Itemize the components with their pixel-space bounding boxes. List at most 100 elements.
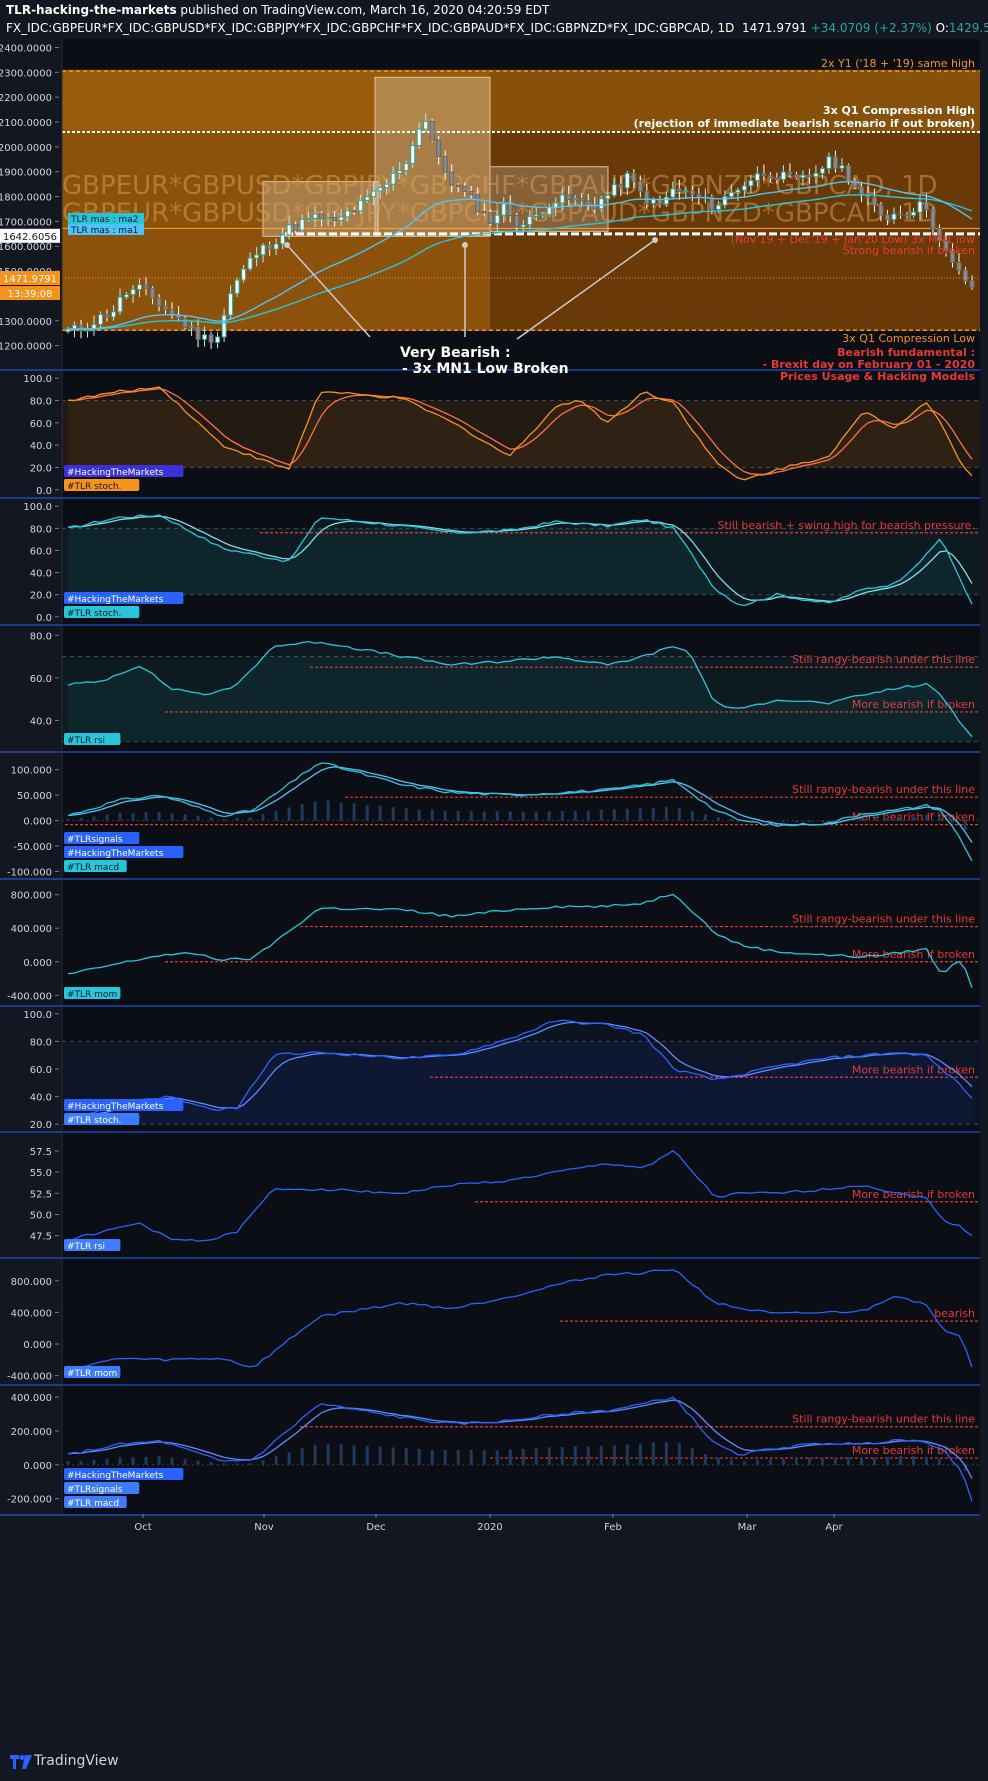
- histogram-macd1: [66, 800, 967, 831]
- histogram-bar: [287, 1452, 291, 1465]
- ytick-label-stoch1: 80.0: [30, 397, 52, 408]
- candle-body: [254, 254, 260, 259]
- histogram-bar: [573, 1446, 577, 1465]
- candle-body: [280, 234, 286, 245]
- ytick-label-stoch1: 60.0: [30, 419, 52, 430]
- publish-line: TLR-hacking-the-markets published on Tra…: [0, 3, 988, 21]
- candle-body: [611, 183, 617, 196]
- histogram-bar: [313, 801, 317, 821]
- tradingview-logo-icon[interactable]: [10, 1755, 32, 1769]
- candle-body: [728, 191, 734, 198]
- indicator-label-macd2: #TLRsignals: [67, 1485, 123, 1495]
- histogram-bar: [66, 1460, 70, 1465]
- candle-body: [390, 172, 396, 185]
- candle-body: [826, 156, 832, 170]
- tradingview-brand[interactable]: TradingView: [34, 1753, 119, 1769]
- ytick-label-stoch2: 40.0: [30, 569, 52, 580]
- pane-rsi1: 80.0 60.0 40.0: [0, 631, 980, 753]
- histogram-bar: [482, 811, 486, 821]
- candle-body: [312, 213, 318, 219]
- histogram-bar: [690, 811, 694, 821]
- candle-body: [631, 172, 637, 182]
- pane-stoch2: 100.0 80.0 60.0 40.0 20.0 0.0: [0, 502, 980, 626]
- candle-body: [403, 162, 409, 172]
- open-label: O:: [935, 21, 949, 35]
- candle-body: [332, 217, 338, 222]
- candle-body: [221, 314, 227, 338]
- histogram-bar: [235, 1463, 239, 1465]
- candle-body: [189, 325, 195, 328]
- candle-body: [91, 323, 97, 331]
- histogram-bar: [365, 1445, 369, 1465]
- countdown-box: [0, 286, 60, 301]
- note-text-stoch3: More bearish if broken: [852, 1063, 975, 1076]
- ytick-label-mom1: -400.000: [7, 991, 52, 1002]
- indicator-band: [62, 528, 980, 595]
- marker-price-label: 1642.6056: [3, 232, 57, 243]
- ytick-label-stoch1: 20.0: [30, 463, 52, 474]
- note-text-rsi2: More bearish if broken: [852, 1188, 975, 1201]
- ytick-label-stoch1: 40.0: [30, 441, 52, 452]
- indicator-label-box: [64, 832, 140, 844]
- symbol-text: FX_IDC:GBPEUR*FX_IDC:GBPUSD*FX_IDC:GBPJP…: [6, 21, 735, 35]
- candle-body: [195, 325, 201, 340]
- histogram-bar: [560, 810, 564, 821]
- candle-body: [910, 211, 916, 216]
- indicator-label-macd2: #HackingTheMarkets: [67, 1471, 164, 1481]
- marker-price-box: [0, 228, 60, 243]
- footer-bar: TradingView: [0, 1744, 988, 1781]
- note-text-mom2: bearish: [934, 1307, 975, 1320]
- candle-body: [286, 224, 292, 236]
- candle-body: [150, 287, 156, 299]
- candle-body: [455, 184, 461, 187]
- candle-body: [267, 244, 273, 250]
- candle-body: [878, 204, 884, 216]
- candle-body: [832, 156, 838, 169]
- candle-body: [917, 201, 923, 213]
- candle-body: [514, 215, 520, 228]
- ma1-line: [67, 181, 973, 330]
- candle-body: [293, 224, 299, 231]
- histogram-bar: [781, 1458, 785, 1465]
- histogram-bar: [196, 1460, 200, 1465]
- candle-body: [624, 172, 630, 189]
- candle-body: [78, 324, 84, 332]
- histogram-bar: [79, 1460, 83, 1465]
- histogram-bar: [196, 815, 200, 821]
- histogram-bar: [950, 820, 954, 823]
- indicator-label-stoch3: #TLR stoch.: [67, 1116, 121, 1126]
- candle-body: [410, 145, 416, 164]
- histogram-macd2: [66, 1442, 967, 1471]
- ytick-label-mom1: 0.000: [23, 958, 52, 969]
- histogram-bar: [885, 1456, 889, 1465]
- histogram-bar: [417, 1448, 421, 1465]
- histogram-bar: [898, 1456, 902, 1465]
- candle-body: [806, 174, 812, 178]
- histogram-bar: [378, 1446, 382, 1465]
- indicator-label-box: [64, 1113, 140, 1125]
- ytick-label-mom2: 0.000: [23, 1340, 52, 1351]
- histogram-bar: [729, 818, 733, 821]
- candle-body: [137, 284, 143, 290]
- histogram-bar: [183, 1459, 187, 1465]
- candle-body: [923, 201, 929, 211]
- pointer-arrow: [516, 239, 656, 340]
- histogram-bar: [742, 1461, 746, 1465]
- last-price-label: 1471.9791: [3, 274, 57, 285]
- publish-info: published on TradingView.com, March 16, …: [176, 3, 550, 17]
- histogram-bar: [794, 820, 798, 823]
- histogram-bar: [352, 1445, 356, 1465]
- candle-body: [507, 203, 513, 217]
- author-name[interactable]: TLR-hacking-the-markets: [6, 3, 177, 17]
- candle-body: [377, 187, 383, 192]
- ytick-label-price: 1800.0000: [0, 193, 52, 204]
- legend-ma2: TLR mas : ma2: [70, 215, 138, 225]
- candle-body: [104, 313, 110, 318]
- candle-body: [819, 168, 825, 174]
- candle-body: [208, 334, 214, 343]
- annotation-mn1-low-note: Strong bearish if broken: [843, 244, 975, 257]
- chart-canvas[interactable]: 2400.0000 2300.0000 2200.0000 2100.0000 2000…: [0, 39, 988, 1744]
- xaxis-label-dec: Dec: [366, 1522, 385, 1533]
- candle-body: [156, 297, 162, 307]
- histogram-bar: [508, 811, 512, 821]
